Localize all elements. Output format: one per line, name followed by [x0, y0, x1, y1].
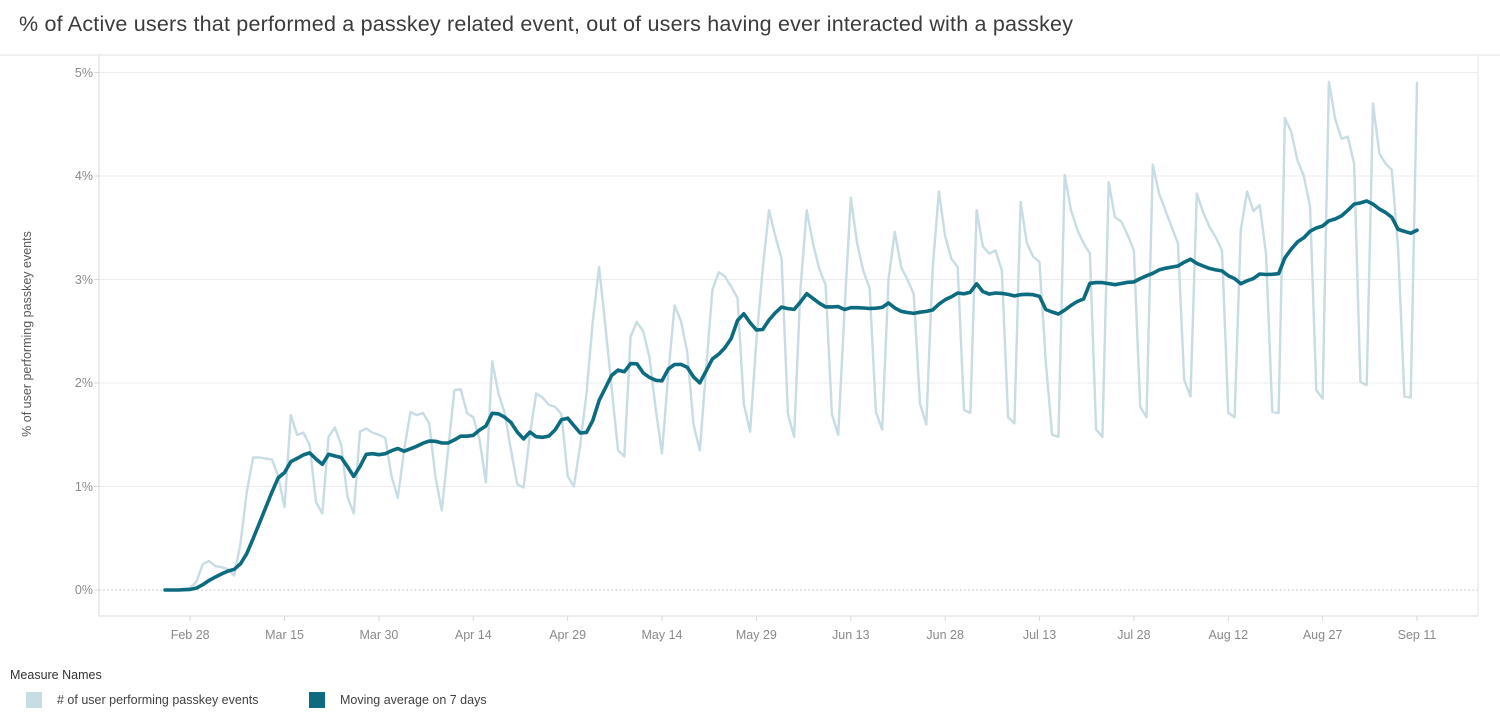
x-tick-label: Aug 12 — [1208, 628, 1249, 642]
daily-series-swatch-icon[interactable] — [26, 692, 42, 708]
x-tick-label: Sep 11 — [1397, 628, 1437, 642]
y-tick-label: 1% — [74, 479, 93, 494]
x-tick-label: Apr 29 — [549, 628, 587, 642]
y-tick-label: 3% — [74, 272, 93, 287]
daily-series-line[interactable] — [163, 80, 1419, 592]
legend-item-moving-average[interactable]: Moving average on 7 days — [308, 692, 487, 708]
x-tick-label: Jul 28 — [1117, 628, 1151, 642]
plot-area[interactable] — [99, 55, 1478, 616]
legend-item-label: # of user performing passkey events — [57, 693, 259, 707]
x-tick-label: Mar 30 — [359, 628, 399, 642]
x-tick-label: Jul 13 — [1022, 628, 1057, 642]
moving-average-swatch-icon[interactable] — [308, 692, 325, 708]
gridlines — [99, 72, 1478, 591]
legend-item-label: Moving average on 7 days — [339, 693, 487, 707]
x-tick-label: Feb 28 — [170, 628, 210, 642]
x-tick-label: Mar 15 — [265, 628, 304, 642]
legend-items: # of user performing passkey events Movi… — [10, 692, 1410, 710]
y-tick-label: 4% — [74, 169, 93, 183]
legend-item-daily-series[interactable]: # of user performing passkey events — [26, 692, 259, 708]
legend: Measure Names # of user performing passk… — [10, 668, 487, 708]
y-tick-label: 5% — [74, 65, 93, 80]
chart-title: % of Active users that performed a passk… — [19, 12, 1074, 36]
legend-title: Measure Names — [10, 668, 102, 682]
x-tick-label: Aug 27 — [1302, 628, 1343, 642]
y-tick-label: 2% — [74, 376, 93, 390]
y-tick-label: 0% — [74, 583, 93, 597]
y-axis-title: % of user performing passkey events — [20, 231, 34, 437]
x-tick-label: May 29 — [735, 628, 777, 642]
x-tick-label: Apr 14 — [454, 628, 492, 642]
moving-average-line[interactable] — [163, 199, 1419, 592]
x-tick-label: Jun 13 — [832, 628, 870, 642]
x-tick-label: Jun 28 — [926, 628, 964, 642]
x-tick-label: May 14 — [641, 628, 683, 642]
axis-lines — [0, 54, 1500, 621]
